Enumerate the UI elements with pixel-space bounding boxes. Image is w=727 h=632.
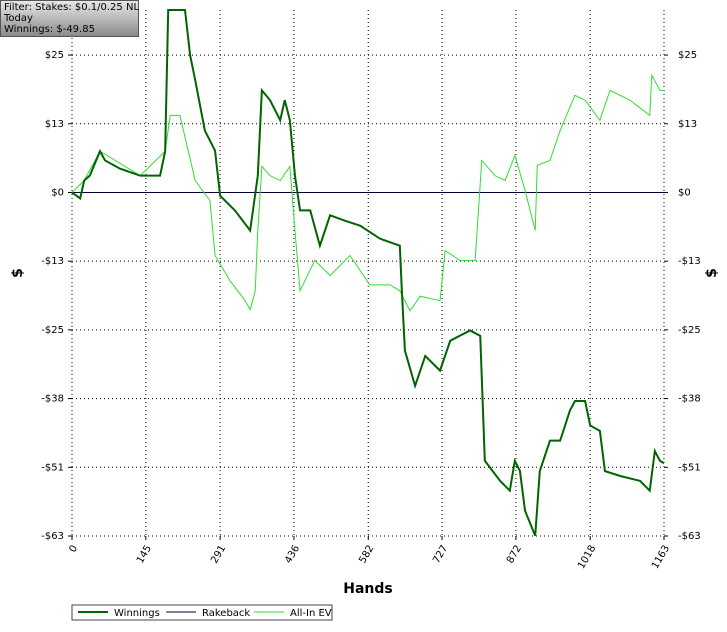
y-axis-title: $	[10, 268, 26, 278]
series-line	[71, 73, 664, 312]
y2-tick-label: $25	[678, 50, 697, 61]
y2-tick-label: $0	[678, 187, 691, 198]
x-tick-label: 145	[135, 544, 154, 566]
y-tick-label: -$25	[41, 325, 64, 336]
x-tick-label: 872	[505, 544, 524, 566]
x-tick-label: 727	[431, 544, 450, 566]
y2-tick-label: -$13	[678, 256, 701, 267]
y2-tick-label: $13	[678, 119, 697, 130]
legend-label: All-In EV	[290, 608, 332, 619]
filter-text: Winnings: $-49.85	[4, 24, 95, 35]
legend	[71, 604, 333, 621]
y-tick-label: -$13	[41, 256, 64, 267]
y-tick-label: $0	[51, 187, 64, 198]
x-tick-label: 1018	[576, 544, 598, 572]
x-tick-label: 1163	[650, 544, 672, 572]
filter-text: Today	[3, 13, 33, 24]
series-line	[71, 9, 665, 537]
y2-axis-title: $	[704, 268, 720, 278]
legend-label: Winnings	[114, 608, 160, 619]
filter-box	[0, 0, 139, 37]
x-axis-title: Hands	[343, 581, 393, 597]
y-tick-label: -$51	[41, 462, 64, 473]
y2-tick-label: -$25	[678, 325, 701, 336]
y-tick-label: $13	[45, 119, 64, 130]
y-tick-label: -$63	[41, 531, 64, 542]
y2-tick-label: -$63	[678, 531, 701, 542]
x-tick-label: 0	[67, 544, 80, 555]
y-tick-label: -$38	[41, 394, 64, 405]
y-tick-label: $25	[45, 50, 64, 61]
y2-tick-label: -$51	[678, 462, 701, 473]
x-tick-label: 291	[209, 544, 228, 566]
y2-tick-label: -$38	[678, 394, 701, 405]
filter-text: Filter: Stakes: $0.1/0.25 NL	[4, 2, 139, 13]
legend-label: Rakeback	[202, 608, 250, 619]
x-tick-label: 436	[283, 544, 302, 566]
x-tick-label: 582	[357, 544, 376, 566]
